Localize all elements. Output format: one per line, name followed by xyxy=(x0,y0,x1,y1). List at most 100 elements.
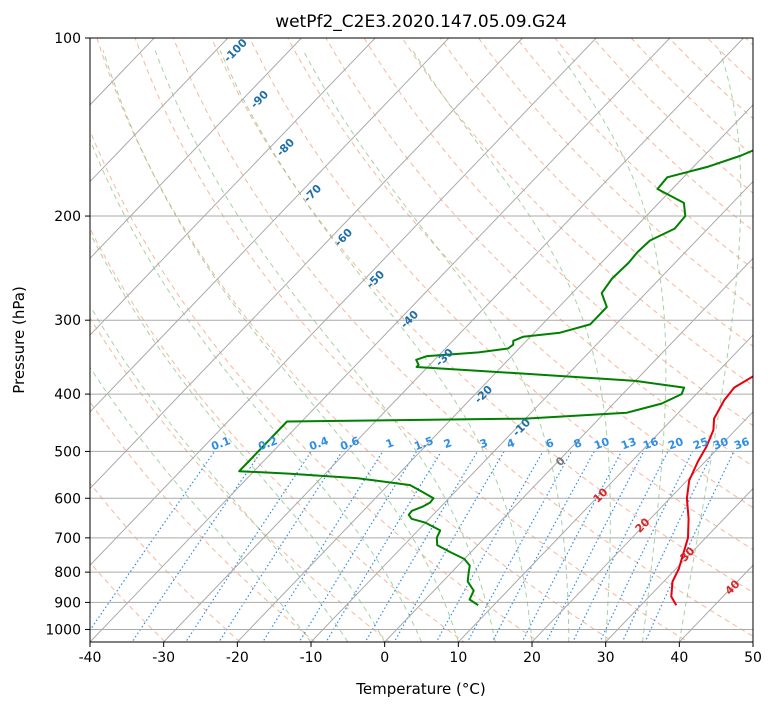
dry-adiabat xyxy=(592,38,753,194)
mixing-ratio-label: 6 xyxy=(544,436,556,451)
mixing-ratio-label: 1.5 xyxy=(412,434,435,453)
moist-adiabat xyxy=(302,50,570,642)
moist-adiabat xyxy=(678,50,742,642)
x-axis: -40 -30 -20 -10 0 10 20 30 40 50 xyxy=(79,642,762,666)
dry-adiabat xyxy=(401,38,753,387)
dry-adiabat xyxy=(90,316,391,642)
dry-adiabat xyxy=(439,38,753,347)
mixing-ratio-label: 30 xyxy=(711,435,730,453)
mixing-ratio-label: 2 xyxy=(442,436,454,451)
y-tick-label: 600 xyxy=(54,491,81,507)
dry-adiabat xyxy=(90,482,241,642)
mixing-ratio-line xyxy=(435,451,544,642)
mixing-ratio-line xyxy=(393,451,505,642)
dry-adiabat-label: -50 xyxy=(364,268,387,291)
moist-adiabat xyxy=(412,50,611,642)
y-tick-label: 900 xyxy=(54,595,81,611)
isotherm xyxy=(604,487,753,642)
mixing-ratio-label: 3 xyxy=(478,436,490,451)
mixing-ratio-label: 0.4 xyxy=(307,434,330,453)
x-axis-title: Temperature (°C) xyxy=(355,680,485,698)
mixing-ratio-label: 10 xyxy=(592,435,611,453)
isotherm xyxy=(90,38,597,566)
dry-adiabat xyxy=(90,129,540,642)
mixing-ratio-label: 13 xyxy=(619,435,638,452)
isotherm xyxy=(90,38,376,336)
mixing-ratio-line xyxy=(545,451,645,642)
x-tick-label: 0 xyxy=(380,650,389,666)
isotherm xyxy=(310,180,753,642)
moist-adiabat xyxy=(556,50,667,642)
mixing-ratio-label: 16 xyxy=(641,435,660,453)
dry-adiabat xyxy=(134,38,690,642)
x-tick-label: 40 xyxy=(670,650,688,666)
mixing-ratio-line xyxy=(621,451,714,642)
x-tick-label: 20 xyxy=(523,650,541,666)
dry-adiabat xyxy=(287,38,753,509)
mixing-ratio-label: 4 xyxy=(505,436,517,451)
y-tick-label: 1000 xyxy=(45,622,81,638)
dry-adiabat-label: -30 xyxy=(433,346,456,369)
dry-adiabat-label: -90 xyxy=(248,88,271,111)
mixing-ratio-line xyxy=(599,451,694,642)
isotherm xyxy=(457,334,753,642)
dry-adiabat xyxy=(325,38,753,467)
mixing-ratio-label: 25 xyxy=(691,435,710,452)
mixing-ratio-label: 8 xyxy=(572,436,584,451)
chart-title: wetPf2_C2E3.2020.147.05.09.G24 xyxy=(275,12,567,32)
isotherm xyxy=(90,38,671,642)
moist-adiabat xyxy=(90,231,386,642)
moist-adiabat xyxy=(154,50,496,642)
x-tick-label: -30 xyxy=(152,650,175,666)
x-tick-label: -20 xyxy=(226,650,249,666)
moist-adiabat xyxy=(90,366,312,642)
temperature-profile xyxy=(670,375,753,606)
y-tick-label: 300 xyxy=(54,313,81,329)
isotherm xyxy=(383,257,753,642)
mixing-ratio-line xyxy=(298,451,418,642)
isotherm xyxy=(90,38,450,413)
y-tick-label: 800 xyxy=(54,565,81,581)
x-tick-label: -10 xyxy=(300,650,323,666)
y-tick-label: 700 xyxy=(54,531,81,547)
line-annotations: -100-90-80-70-60-50-40-30-20-10010203040… xyxy=(209,36,751,598)
dry-adiabat xyxy=(554,38,753,232)
y-axis-title: Pressure (hPa) xyxy=(10,286,28,394)
reference-lines xyxy=(90,38,753,642)
dry-adiabat xyxy=(668,38,753,120)
dry-adiabat-label: 10 xyxy=(591,485,611,505)
isotherm xyxy=(90,38,229,183)
moist-adiabat xyxy=(90,138,422,642)
dry-adiabat xyxy=(249,38,753,551)
x-tick-label: 50 xyxy=(744,650,762,666)
dry-adiabat xyxy=(744,38,753,46)
mixing-ratio-line xyxy=(262,451,384,642)
plot-frame xyxy=(89,37,754,643)
dry-adiabat xyxy=(90,227,465,642)
x-tick-label: 30 xyxy=(597,650,615,666)
mixing-ratio-label: 1 xyxy=(384,436,396,451)
dry-adiabat xyxy=(630,38,753,157)
dry-adiabat-label: 20 xyxy=(633,515,653,535)
dry-adiabat-label: 0 xyxy=(553,454,568,469)
mixing-ratio-label: 0.6 xyxy=(338,434,361,453)
mixing-ratio-line xyxy=(185,451,312,642)
dry-adiabat xyxy=(90,401,316,642)
isotherm xyxy=(90,38,524,490)
dry-adiabat xyxy=(96,38,615,642)
x-tick-label: 10 xyxy=(449,650,467,666)
isotherm xyxy=(752,641,753,642)
dry-adiabat xyxy=(516,38,753,270)
mixing-ratio-line xyxy=(364,451,479,642)
mixing-ratio-label: 36 xyxy=(732,435,751,453)
moist-adiabat xyxy=(102,50,459,642)
x-tick-label: -40 xyxy=(79,650,102,666)
mixing-ratio-label: 0.1 xyxy=(209,434,232,453)
moist-adiabat xyxy=(90,304,349,642)
mixing-ratio-line xyxy=(491,451,595,642)
dry-adiabat xyxy=(363,38,753,427)
y-tick-label: 100 xyxy=(54,31,81,47)
y-tick-label: 500 xyxy=(54,444,81,460)
dry-adiabat-label: -70 xyxy=(301,182,324,205)
